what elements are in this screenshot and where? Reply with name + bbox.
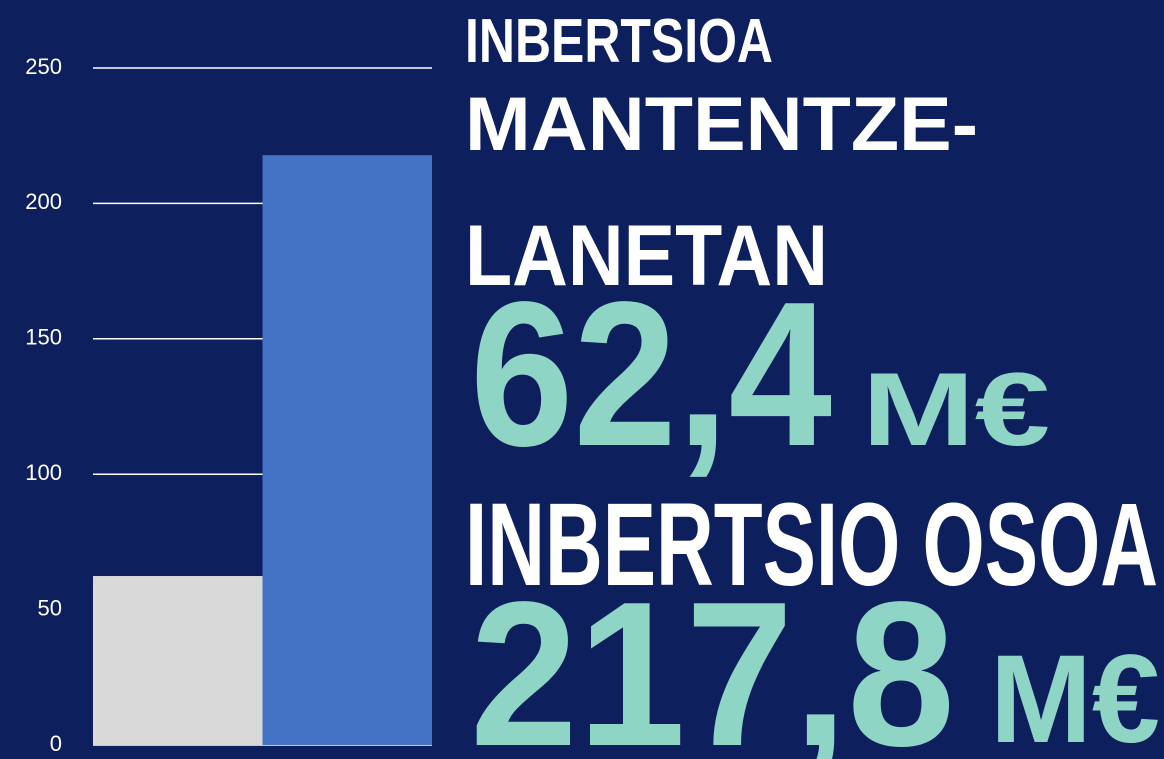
value-label: 62,4	[470, 259, 832, 489]
value-unit: M€	[990, 630, 1160, 759]
value-unit: M€	[862, 352, 1050, 468]
y-tick-label: 50	[38, 595, 62, 620]
annotation: INBERTSIOA	[465, 7, 773, 76]
y-tick-label: 100	[25, 460, 62, 485]
bar	[262, 155, 432, 745]
y-tick-label: 0	[50, 731, 62, 756]
annotation: MANTENTZE-	[465, 82, 978, 167]
y-tick-label: 150	[25, 325, 62, 350]
y-tick-label: 250	[25, 54, 62, 79]
value-label: 217,8	[470, 559, 955, 759]
annotation: INBERTSIO OSOA	[465, 479, 1158, 611]
annotation: LANETAN	[465, 208, 828, 304]
bars	[93, 155, 432, 745]
y-tick-label: 200	[25, 189, 62, 214]
bar	[93, 576, 263, 745]
